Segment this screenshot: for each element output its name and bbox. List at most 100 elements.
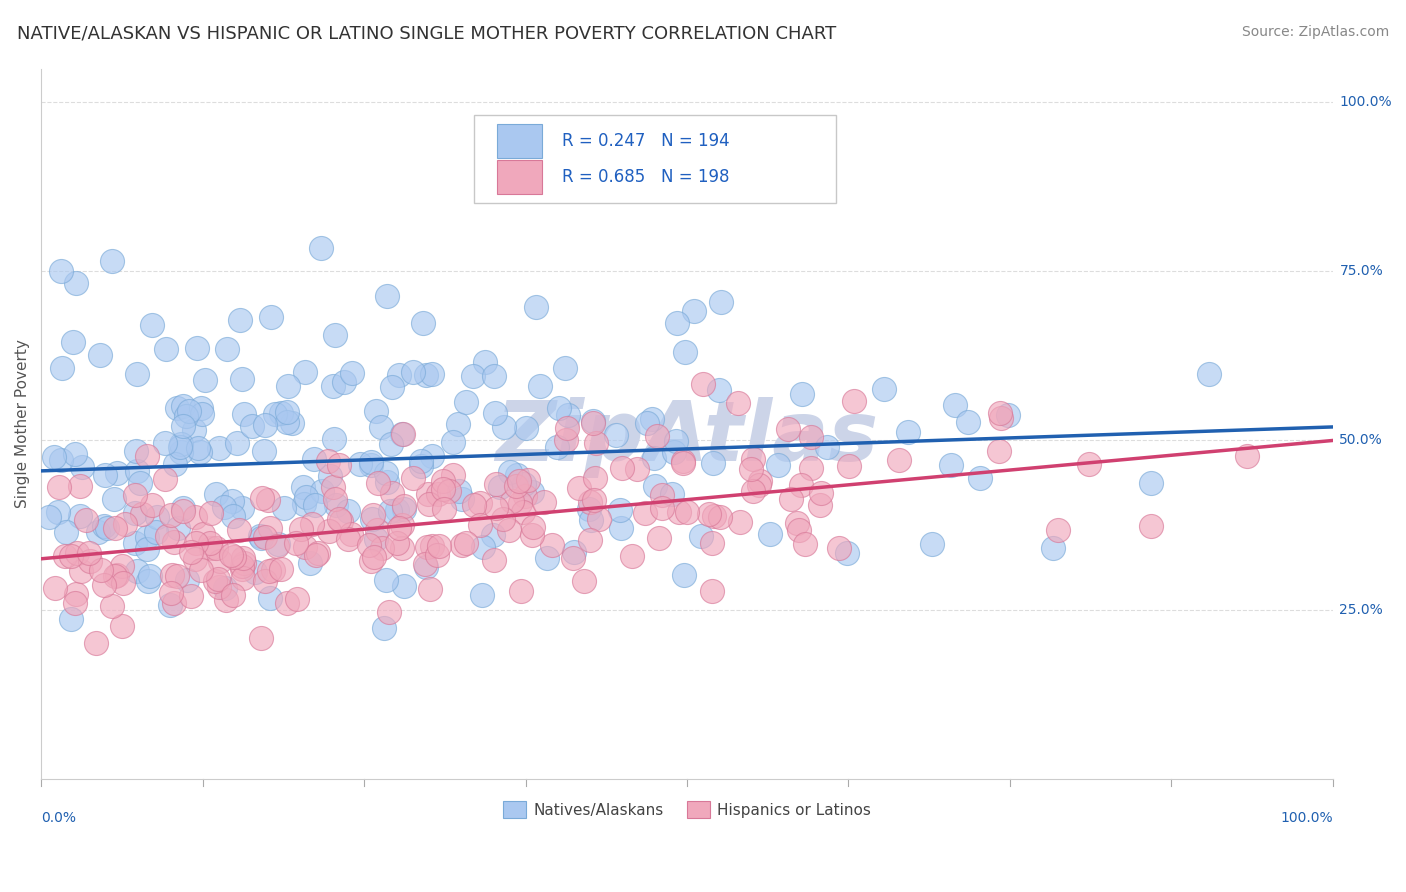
Point xyxy=(184,510,207,524)
Point xyxy=(366,524,388,538)
Point xyxy=(588,512,610,526)
Point xyxy=(240,419,263,434)
Point xyxy=(548,401,571,415)
Point xyxy=(741,484,763,499)
Point xyxy=(969,471,991,485)
Point xyxy=(318,524,340,539)
Point xyxy=(668,505,690,519)
Point xyxy=(555,421,578,435)
Point xyxy=(412,316,434,330)
Point xyxy=(184,552,207,566)
Point xyxy=(65,587,87,601)
Text: 50.0%: 50.0% xyxy=(1340,434,1384,448)
Point xyxy=(758,526,780,541)
Bar xyxy=(498,160,543,194)
Point xyxy=(651,500,673,515)
Point xyxy=(273,501,295,516)
Point xyxy=(375,289,398,303)
Point xyxy=(159,598,181,612)
Point xyxy=(309,241,332,255)
Point xyxy=(380,504,402,518)
Point xyxy=(153,472,176,486)
Point xyxy=(957,416,980,430)
Point xyxy=(673,345,696,359)
Point xyxy=(835,546,858,560)
Point xyxy=(281,416,304,430)
Point xyxy=(172,419,194,434)
Point xyxy=(131,507,153,521)
Point xyxy=(172,503,194,517)
Point xyxy=(394,502,416,516)
Point xyxy=(415,557,437,571)
Point xyxy=(432,502,454,516)
Point xyxy=(786,516,808,530)
Point xyxy=(186,341,208,355)
Point xyxy=(665,434,688,449)
Point xyxy=(231,371,253,385)
Point xyxy=(253,417,276,432)
Point xyxy=(375,475,398,489)
Point xyxy=(740,462,762,476)
Point xyxy=(135,449,157,463)
Point xyxy=(79,554,101,568)
Point xyxy=(787,523,810,537)
Point xyxy=(59,612,82,626)
Point xyxy=(318,469,340,483)
Point xyxy=(666,317,689,331)
Point xyxy=(420,449,443,463)
Point xyxy=(415,560,437,574)
Point xyxy=(418,497,440,511)
Point xyxy=(336,504,359,518)
Point xyxy=(385,502,408,516)
Point xyxy=(222,589,245,603)
Point xyxy=(51,264,73,278)
Point xyxy=(75,513,97,527)
Point xyxy=(492,512,515,526)
Point xyxy=(249,529,271,543)
Point xyxy=(55,525,77,540)
Point xyxy=(136,541,159,556)
Point xyxy=(416,540,439,554)
Point xyxy=(748,477,770,491)
Point xyxy=(392,499,415,513)
Point xyxy=(363,549,385,564)
Point xyxy=(997,408,1019,422)
Point xyxy=(270,562,292,576)
Point xyxy=(1236,450,1258,464)
Point xyxy=(472,540,495,554)
Legend: Natives/Alaskans, Hispanics or Latinos: Natives/Alaskans, Hispanics or Latinos xyxy=(496,796,877,824)
Point xyxy=(259,591,281,605)
Point xyxy=(707,383,730,397)
Point xyxy=(141,318,163,332)
Point xyxy=(391,426,413,441)
Point xyxy=(799,430,821,444)
Point xyxy=(492,420,515,434)
Point xyxy=(392,426,415,441)
Point xyxy=(266,539,288,553)
Point xyxy=(374,573,396,587)
Text: R = 0.685   N = 198: R = 0.685 N = 198 xyxy=(562,168,730,186)
Point xyxy=(136,530,159,544)
Point xyxy=(987,444,1010,458)
Point xyxy=(190,407,212,421)
Point xyxy=(579,533,602,548)
Point xyxy=(367,475,389,490)
Point xyxy=(69,509,91,524)
Point xyxy=(700,584,723,599)
Point xyxy=(221,548,243,562)
Point xyxy=(375,467,398,481)
Point xyxy=(249,531,271,545)
Point xyxy=(96,521,118,535)
Point xyxy=(209,554,232,568)
Point xyxy=(671,456,693,470)
Point xyxy=(70,460,93,475)
Point xyxy=(561,551,583,566)
Point xyxy=(302,452,325,467)
Point xyxy=(139,569,162,583)
Text: 25.0%: 25.0% xyxy=(1340,602,1384,616)
Point xyxy=(156,529,179,543)
Point xyxy=(794,537,817,551)
Point xyxy=(385,536,408,550)
Point xyxy=(651,488,673,502)
Point xyxy=(432,482,454,496)
